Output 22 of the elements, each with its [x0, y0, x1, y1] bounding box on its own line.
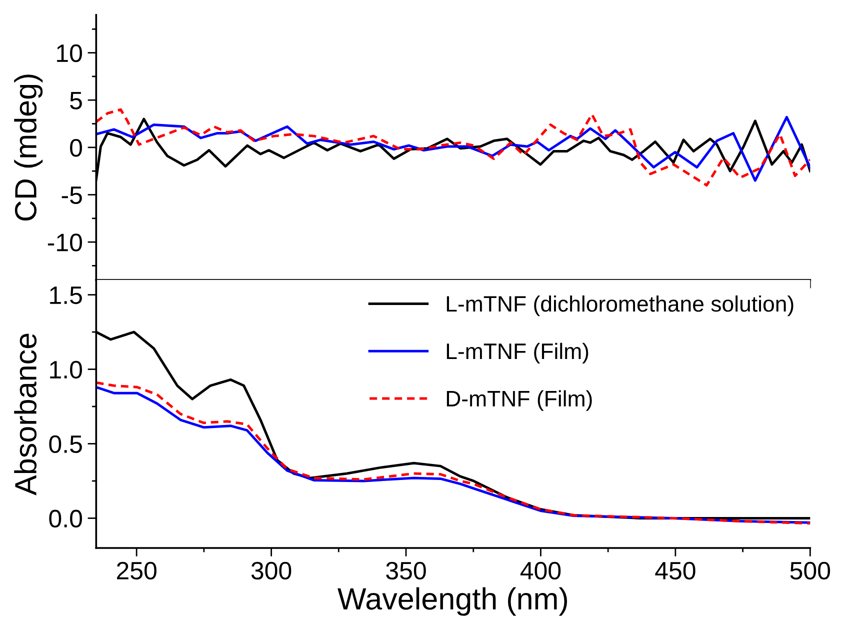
x-tick-label: 350 [386, 562, 426, 580]
legend-label: L-mTNF (Film) [446, 342, 588, 364]
x-tick-label: 450 [655, 562, 696, 580]
x-tick-label: 500 [790, 562, 830, 580]
legend-label: L-mTNF (dichloromethane solution) [446, 295, 794, 316]
x-tick-label: 300 [251, 562, 292, 580]
y-tick-label: -10 [48, 234, 82, 252]
x-axis-title: Wavelength (nm) [338, 587, 568, 616]
y-tick-label: 0 [70, 139, 82, 157]
y-axis-title: Absorbance [14, 334, 37, 496]
y-tick-label: 5 [70, 92, 82, 110]
legend-label: D-mTNF (Film) [446, 390, 592, 411]
y-tick-label: -5 [62, 186, 82, 204]
x-tick-label: 400 [520, 562, 561, 580]
y-tick-label: 0.0 [49, 510, 82, 528]
x-tick-label: 250 [116, 562, 156, 580]
y-tick-label: 1.5 [50, 286, 82, 304]
y-tick-label: 10 [57, 44, 82, 62]
y-tick-label: 1.0 [50, 360, 82, 379]
y-axis-title: CD (mdeg) [14, 74, 43, 221]
line-series [96, 108, 810, 187]
y-tick-label: 0.5 [49, 435, 82, 454]
